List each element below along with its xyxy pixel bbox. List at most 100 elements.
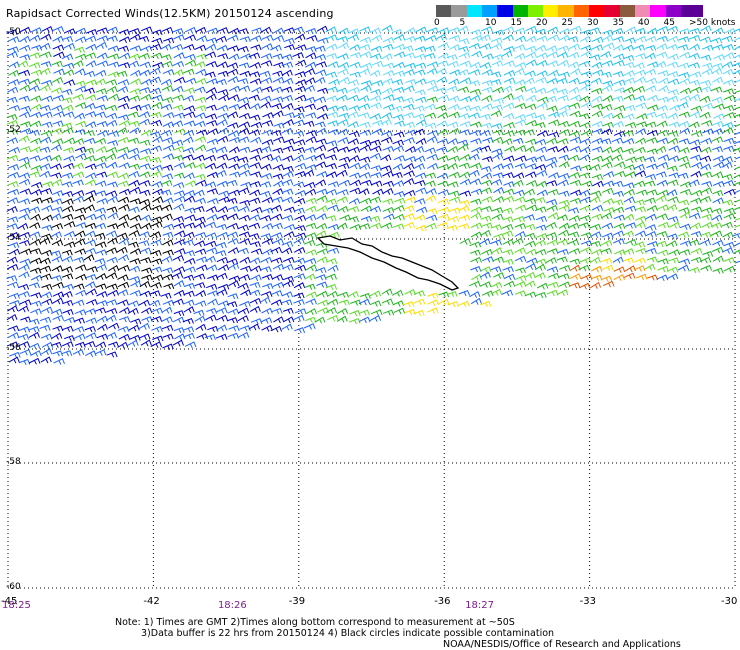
wind-barb — [611, 154, 623, 161]
wind-barb — [349, 172, 361, 179]
wind-barb — [370, 45, 383, 53]
wind-barb — [668, 145, 680, 152]
wind-barb — [28, 84, 40, 92]
wind-barb — [502, 207, 514, 214]
wind-barb — [84, 111, 97, 118]
wind-barb — [501, 162, 514, 170]
wind-barb — [623, 70, 635, 77]
wind-barb — [19, 161, 31, 169]
wind-barb — [701, 68, 714, 76]
wind-barb — [348, 206, 360, 213]
wind-barb — [18, 178, 31, 186]
wind-barb — [50, 308, 63, 316]
wind-barb — [183, 290, 195, 298]
wind-barb — [645, 44, 657, 51]
wind-barb — [272, 281, 285, 289]
wind-barb — [656, 51, 668, 59]
wind-barb — [270, 44, 282, 52]
wind-barb — [315, 138, 327, 145]
wind-barb — [17, 60, 29, 68]
wind-barb — [480, 229, 492, 237]
wind-barb — [425, 187, 437, 195]
wind-barb — [85, 172, 97, 180]
wind-barb — [668, 249, 681, 256]
wind-barb — [183, 257, 196, 265]
wind-barb — [492, 152, 504, 160]
wind-barb — [327, 181, 340, 188]
wind-barb — [502, 258, 514, 265]
wind-barb — [680, 240, 692, 247]
wind-barb — [51, 198, 63, 205]
wind-barb — [237, 156, 249, 163]
wind-barb — [492, 29, 504, 36]
wind-barb — [107, 212, 119, 220]
wind-barb — [160, 292, 172, 299]
wind-barb — [30, 274, 43, 282]
wind-barb — [272, 147, 284, 154]
wind-barb — [678, 147, 690, 154]
wind-barb — [568, 248, 581, 255]
wind-barb — [635, 215, 647, 223]
wind-barb — [326, 290, 339, 298]
wind-barb — [546, 137, 558, 145]
wind-barb — [7, 181, 19, 188]
wind-barb — [150, 170, 162, 178]
wind-barb — [546, 156, 558, 163]
wind-barb — [545, 45, 558, 52]
wind-barb — [20, 105, 32, 112]
wind-barb — [536, 59, 548, 67]
wind-barb — [446, 290, 458, 298]
wind-barb — [249, 154, 262, 162]
wind-barb — [194, 315, 206, 323]
wind-barb — [502, 266, 514, 273]
wind-barb — [251, 147, 263, 154]
wind-barb — [523, 129, 535, 136]
wind-barb — [149, 87, 162, 95]
wind-barb — [525, 59, 538, 67]
wind-barb — [655, 112, 668, 119]
wind-barb — [272, 53, 284, 60]
wind-barb — [314, 153, 326, 160]
wind-barb — [72, 93, 85, 101]
wind-barb — [194, 112, 207, 120]
wind-barb — [644, 121, 657, 128]
wind-barb — [535, 258, 547, 265]
wind-barb — [524, 280, 536, 288]
wind-barb — [558, 281, 571, 288]
wind-barb — [392, 223, 405, 230]
wind-barb — [580, 246, 592, 254]
wind-barb — [206, 213, 219, 221]
wind-barb — [666, 95, 679, 103]
wind-barb — [29, 34, 41, 42]
wind-barb — [700, 231, 712, 238]
wind-barb — [52, 325, 64, 332]
wind-barb — [559, 265, 571, 272]
wind-barb — [39, 170, 51, 178]
wind-barb — [569, 136, 582, 144]
wind-barb — [262, 112, 274, 119]
wind-barb — [633, 44, 646, 51]
wind-barb — [138, 171, 151, 179]
wind-barb — [512, 94, 524, 102]
wind-barb — [116, 127, 128, 135]
wind-barb — [369, 139, 381, 146]
wind-barb — [360, 215, 372, 222]
wind-barb — [514, 52, 526, 60]
wind-barb — [590, 190, 602, 197]
wind-barb — [73, 326, 85, 333]
wind-barb — [40, 130, 53, 137]
wind-barb — [105, 332, 118, 339]
wind-barb — [655, 60, 667, 68]
wind-barb — [391, 105, 403, 112]
latitude-label: -60 — [6, 582, 21, 592]
wind-barb — [227, 332, 240, 339]
wind-barb — [567, 61, 580, 69]
wind-barb — [106, 206, 118, 213]
wind-barb — [448, 43, 461, 51]
wind-barb — [94, 207, 106, 214]
wind-barb — [536, 102, 548, 110]
wind-barb — [216, 257, 229, 264]
wind-barb — [139, 163, 151, 170]
wind-barb — [644, 263, 656, 271]
wind-barb — [75, 264, 87, 271]
